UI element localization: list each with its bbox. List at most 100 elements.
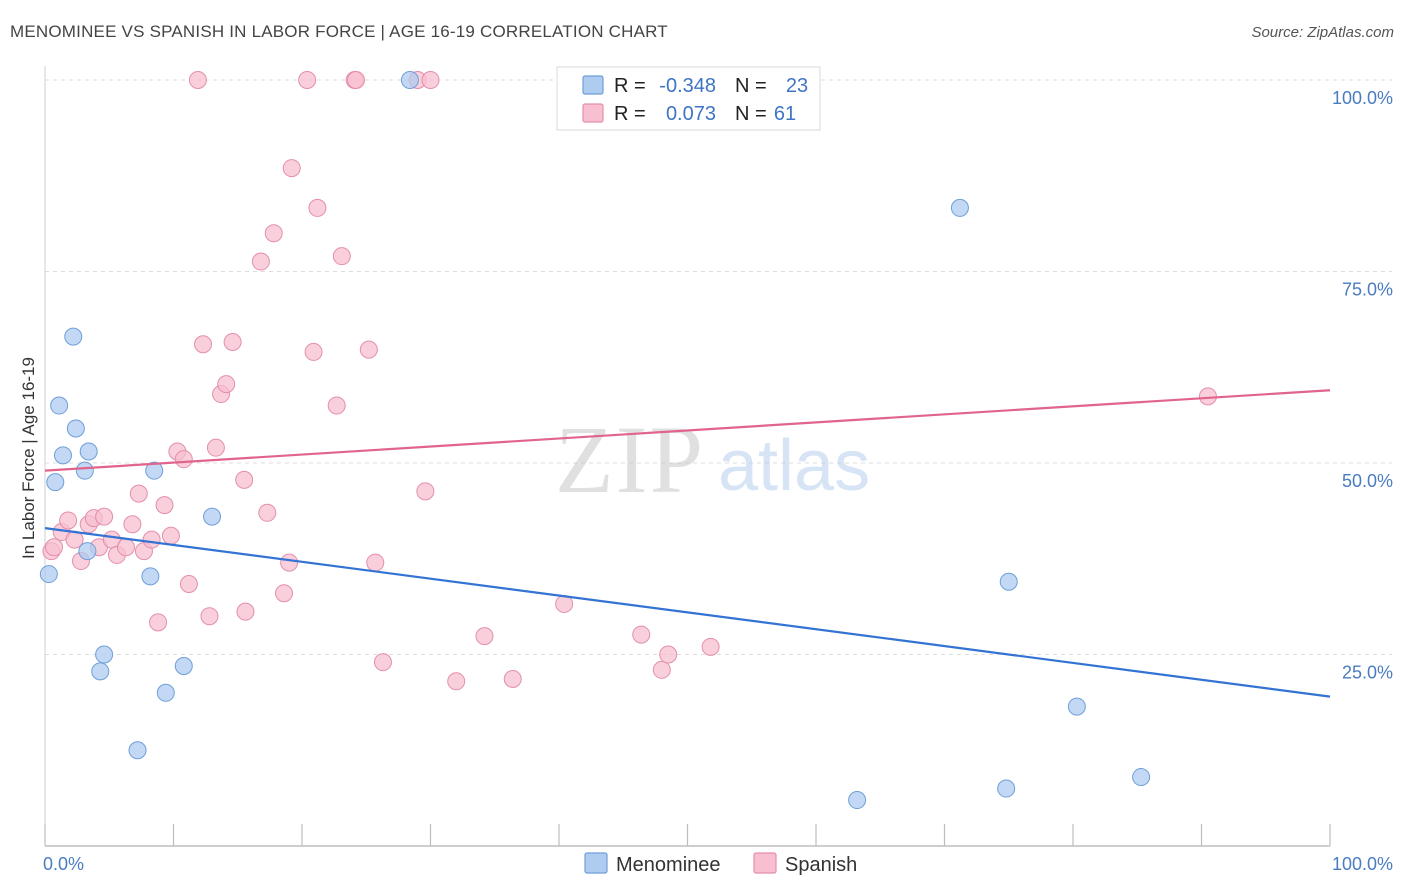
y-tick-label-0: 25.0% — [1342, 663, 1393, 683]
menominee-point-17 — [400, 71, 419, 89]
spanish-point-24 — [194, 335, 213, 354]
legend-menominee-swatch — [584, 852, 608, 874]
spanish-point-44 — [346, 71, 365, 89]
menominee-point-8 — [78, 542, 97, 561]
spanish-r-value: 0.073 — [666, 103, 716, 125]
y-tick-label-2: 75.0% — [1342, 280, 1393, 300]
spanish-point-34 — [264, 224, 283, 243]
spanish-point-55 — [632, 625, 651, 644]
spanish-point-21 — [174, 450, 193, 469]
spanish-point-32 — [251, 252, 270, 271]
spanish-point-28 — [217, 375, 236, 394]
x-tick-labels: 0.0% 100.0% — [43, 854, 1393, 874]
trend-lines — [44, 389, 1331, 698]
spanish-point-56 — [652, 660, 671, 679]
spanish-point-1 — [44, 538, 63, 557]
stats-legend: R = -0.348 N = 23 R = 0.073 N = 61 — [556, 66, 821, 131]
spanish-point-47 — [373, 653, 392, 672]
spanish-point-42 — [332, 247, 351, 266]
legend-menominee-label: Menominee — [616, 854, 721, 876]
watermark: ZIP atlas — [555, 406, 870, 513]
gridlines — [45, 79, 1392, 655]
watermark-atlas: atlas — [718, 426, 870, 506]
menominee-point-6 — [75, 461, 94, 480]
menominee-point-15 — [174, 656, 193, 675]
spanish-point-14 — [129, 484, 148, 503]
menominee-point-1 — [46, 473, 65, 492]
spanish-point-31 — [236, 602, 255, 621]
spanish-point-40 — [308, 198, 327, 217]
menominee-point-3 — [53, 446, 72, 465]
menominee-point-13 — [145, 461, 164, 480]
spanish-point-57 — [659, 645, 678, 664]
menominee-point-0 — [39, 565, 58, 584]
spanish-point-53 — [503, 670, 522, 689]
spanish-point-22 — [179, 575, 198, 594]
spanish-point-46 — [366, 553, 385, 572]
spanish-point-59 — [1198, 387, 1217, 406]
menominee-point-22 — [1067, 697, 1086, 716]
menominee-point-12 — [141, 567, 160, 586]
legend-spanish-swatch — [753, 852, 777, 874]
spanish-point-18 — [155, 496, 174, 515]
menominee-point-18 — [950, 198, 969, 217]
watermark-zip: ZIP — [555, 406, 705, 513]
spanish-point-58 — [701, 637, 720, 656]
menominee-r-label: R = — [614, 75, 646, 97]
spanish-n-value: 61 — [774, 103, 796, 125]
spanish-point-30 — [235, 470, 254, 489]
menominee-r-value: -0.348 — [659, 75, 716, 97]
menominee-point-9 — [91, 662, 110, 681]
spanish-point-39 — [304, 342, 323, 361]
menominee-point-16 — [203, 507, 222, 526]
spanish-trend-line — [44, 389, 1331, 472]
y-tick-labels: 25.0% 50.0% 75.0% 100.0% — [1332, 88, 1393, 683]
menominee-point-19 — [848, 791, 867, 810]
spanish-point-9 — [95, 507, 114, 526]
spanish-swatch — [582, 103, 604, 123]
menominee-point-4 — [64, 327, 83, 346]
y-tick-label-3: 100.0% — [1332, 88, 1393, 108]
spanish-points — [42, 71, 1217, 691]
spanish-point-25 — [200, 607, 219, 626]
menominee-point-5 — [66, 419, 85, 438]
spanish-point-12 — [116, 538, 135, 557]
spanish-point-37 — [282, 159, 301, 178]
spanish-point-16 — [142, 530, 161, 549]
legend-spanish-label: Spanish — [785, 854, 857, 876]
x-tick-label-0: 0.0% — [43, 854, 84, 874]
spanish-point-26 — [206, 438, 225, 457]
menominee-n-value: 23 — [786, 75, 808, 97]
spanish-point-51 — [447, 672, 466, 691]
spanish-point-50 — [421, 71, 440, 89]
spanish-point-35 — [275, 584, 294, 603]
spanish-n-label: N = — [735, 103, 767, 125]
spanish-point-36 — [280, 553, 299, 572]
spanish-point-13 — [123, 515, 142, 534]
menominee-swatch — [582, 75, 604, 95]
spanish-point-17 — [149, 613, 168, 632]
menominee-point-2 — [50, 396, 69, 415]
spanish-point-41 — [327, 396, 346, 415]
menominee-point-23 — [1132, 768, 1151, 787]
menominee-point-10 — [95, 645, 114, 664]
x-tick-label-1: 100.0% — [1332, 854, 1393, 874]
menominee-point-21 — [999, 572, 1018, 591]
spanish-point-19 — [161, 526, 180, 545]
series-legend: Menominee Spanish — [584, 852, 857, 876]
y-tick-label-1: 50.0% — [1342, 471, 1393, 491]
spanish-point-3 — [59, 511, 78, 530]
menominee-point-20 — [997, 779, 1016, 798]
spanish-point-33 — [258, 503, 277, 522]
spanish-point-23 — [188, 71, 207, 89]
spanish-point-45 — [359, 340, 378, 359]
menominee-point-11 — [128, 741, 147, 760]
spanish-point-49 — [416, 482, 435, 501]
axes — [44, 66, 1331, 847]
menominee-point-14 — [156, 683, 175, 702]
spanish-point-52 — [475, 627, 494, 646]
source-credit: Source: ZipAtlas.com — [1251, 24, 1394, 41]
spanish-r-label: R = — [614, 103, 646, 125]
y-axis-label: In Labor Force | Age 16-19 — [19, 357, 38, 559]
